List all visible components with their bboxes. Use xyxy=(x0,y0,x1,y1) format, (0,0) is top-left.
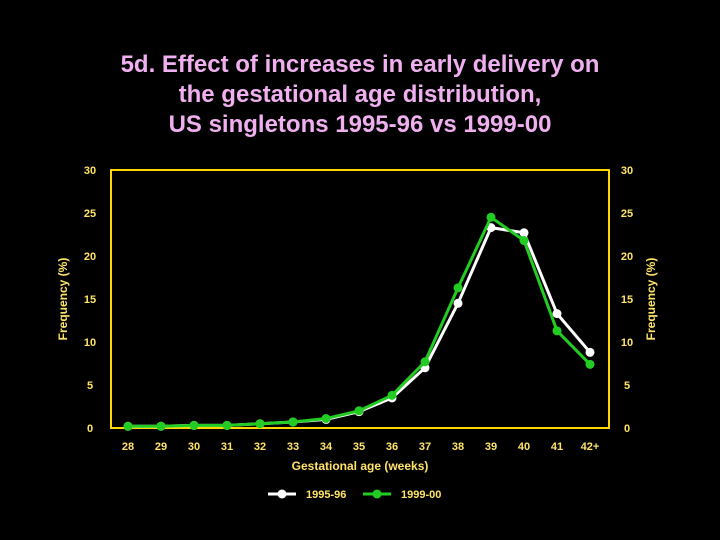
y-tick-right: 0 xyxy=(624,423,630,435)
chart-title-line-1: 5d. Effect of increases in early deliver… xyxy=(120,51,600,78)
y-tick-left: 30 xyxy=(84,165,96,177)
series-point-1999-00 xyxy=(189,420,199,430)
x-tick-label: 42+ xyxy=(581,441,600,453)
y-tick-left: 15 xyxy=(84,294,96,306)
series-point-1999-00 xyxy=(585,359,595,369)
series-point-1999-00 xyxy=(321,414,331,424)
x-tick-label: 35 xyxy=(353,441,365,453)
series-point-1995-96 xyxy=(519,228,529,238)
series-point-1999-00 xyxy=(156,421,166,431)
series-line-1999-00 xyxy=(128,215,592,428)
x-tick-label: 28 xyxy=(122,441,134,453)
series-point-1995-96 xyxy=(453,298,463,308)
legend-label-1999-00: 1999-00 xyxy=(401,489,441,501)
x-tick-label: 34 xyxy=(320,441,333,453)
series-point-1999-00 xyxy=(222,420,232,430)
x-tick-label: 37 xyxy=(419,441,431,453)
y-tick-right: 25 xyxy=(621,208,633,220)
x-tick-label: 41 xyxy=(551,441,563,453)
y-tick-right: 30 xyxy=(621,165,633,177)
series-point-1999-00 xyxy=(420,357,430,367)
chart-title: 5d. Effect of increases in early deliver… xyxy=(0,50,720,140)
x-tick-label: 39 xyxy=(485,441,497,453)
series-point-1999-00 xyxy=(486,212,496,222)
x-tick-label: 31 xyxy=(221,441,233,453)
series-point-1999-00 xyxy=(123,421,133,431)
y-tick-right: 15 xyxy=(621,294,633,306)
y-tick-left: 0 xyxy=(87,423,93,435)
y-tick-right: 20 xyxy=(621,251,633,263)
series-point-1999-00 xyxy=(354,406,364,416)
chart-title-line-3: US singletons 1995-96 vs 1999-00 xyxy=(168,111,552,138)
legend-label-1995-96: 1995-96 xyxy=(306,489,346,501)
series-point-1999-00 xyxy=(519,236,529,246)
y-tick-left: 25 xyxy=(84,208,96,220)
y-tick-right: 10 xyxy=(621,337,633,349)
x-tick-label: 29 xyxy=(155,441,167,453)
series-point-1999-00 xyxy=(288,417,298,427)
x-tick-label: 36 xyxy=(386,441,398,453)
series-point-1995-96 xyxy=(552,309,562,319)
x-tick-label: 38 xyxy=(452,441,464,453)
y-axis-label-right: Frequency (%) xyxy=(644,258,658,341)
x-tick-label: 40 xyxy=(518,441,530,453)
x-tick-label: 33 xyxy=(287,441,299,453)
chart-title-line-2: the gestational age distribution, xyxy=(178,81,542,108)
legend-marker-1995-96 xyxy=(277,489,287,499)
y-tick-left: 10 xyxy=(84,337,96,349)
y-tick-left: 20 xyxy=(84,251,96,263)
series-point-1999-00 xyxy=(255,419,265,429)
y-tick-right: 5 xyxy=(624,380,630,392)
plot-frame xyxy=(110,169,610,429)
x-axis-label: Gestational age (weeks) xyxy=(292,459,429,473)
legend-marker-1999-00 xyxy=(372,489,382,499)
series-point-1999-00 xyxy=(552,326,562,336)
series-point-1999-00 xyxy=(387,390,397,400)
series-point-1999-00 xyxy=(453,283,463,293)
y-axis-label-left: Frequency (%) xyxy=(56,258,70,341)
series-point-1995-96 xyxy=(585,347,595,357)
x-tick-label: 30 xyxy=(188,441,200,453)
x-tick-label: 32 xyxy=(254,441,266,453)
y-tick-left: 5 xyxy=(87,380,93,392)
series-line-1995-96 xyxy=(128,226,592,428)
